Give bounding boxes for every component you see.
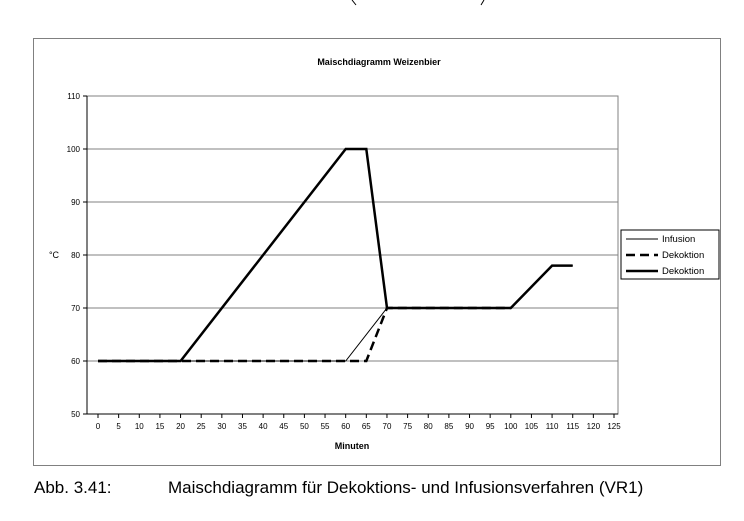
- chart-series: [98, 147, 573, 363]
- y-axis-label: °C: [49, 250, 60, 260]
- x-tick-label: 70: [383, 422, 392, 431]
- x-axis-label: Minuten: [335, 441, 370, 451]
- x-tick-label: 85: [444, 422, 453, 431]
- y-tick-label: 50: [71, 410, 80, 419]
- chart: 50 60 70 80 90 100 110 0 5 10 15 20 25 30 35 40 45 50 55 60…: [49, 57, 720, 451]
- x-tick-label: 100: [504, 422, 518, 431]
- x-tick-label: 0: [96, 422, 101, 431]
- legend-label-infusion: Infusion: [662, 234, 695, 245]
- cropped-text-fragment: [351, 0, 485, 6]
- legend-label-dekoktion-dashed: Dekoktion: [662, 250, 704, 261]
- x-tick-label: 35: [238, 422, 247, 431]
- caption-text: Maischdiagramm für Dekoktions- und Infus…: [168, 478, 644, 497]
- series-line-dekoktion-dashed: [98, 306, 511, 363]
- legend-label-dekoktion-solid: Dekoktion: [662, 266, 704, 277]
- x-tick-label: 10: [135, 422, 144, 431]
- x-tick-label: 105: [525, 422, 539, 431]
- x-tick-label: 115: [566, 422, 579, 431]
- x-tick-label: 30: [217, 422, 226, 431]
- x-tick-label: 20: [176, 422, 185, 431]
- x-tick-label: 45: [279, 422, 288, 431]
- series-line-dekoktion-solid: [98, 147, 573, 363]
- x-tick-label: 75: [403, 422, 412, 431]
- y-tick-label: 100: [67, 145, 81, 154]
- caption-label: Abb. 3.41:: [34, 478, 112, 497]
- chart-frame: 50 60 70 80 90 100 110 0 5 10 15 20 25 30 35 40 45 50 55 60…: [33, 38, 721, 466]
- y-tick-label: 90: [71, 198, 80, 207]
- x-tick-label: 40: [259, 422, 268, 431]
- x-tick-label: 60: [341, 422, 350, 431]
- y-tick-label: 80: [71, 251, 80, 260]
- x-tick-label: 5: [116, 422, 121, 431]
- chart-gridlines: [87, 148, 618, 362]
- x-tick-label: 120: [587, 422, 601, 431]
- x-tick-label: 65: [362, 422, 371, 431]
- x-tick-label: 95: [486, 422, 495, 431]
- series-line-infusion: [98, 265, 573, 362]
- x-tick-label: 55: [321, 422, 330, 431]
- x-tick-label: 50: [300, 422, 309, 431]
- x-tick-label: 110: [546, 422, 559, 431]
- y-tick-label: 60: [71, 357, 80, 366]
- y-tick-label: 70: [71, 304, 80, 313]
- x-tick-label: 80: [424, 422, 433, 431]
- x-tick-label: 90: [465, 422, 474, 431]
- legend: Infusion Dekoktion Dekoktion: [620, 229, 720, 280]
- chart-title: Maischdiagramm Weizenbier: [317, 57, 441, 67]
- x-tick-label: 15: [155, 422, 164, 431]
- chart-ticks: 50 60 70 80 90 100 110 0 5 10 15 20 25 30 35 40 45 50 55 60…: [67, 92, 622, 431]
- x-tick-label: 25: [197, 422, 206, 431]
- y-tick-label: 110: [67, 92, 80, 101]
- x-tick-label: 125: [607, 422, 621, 431]
